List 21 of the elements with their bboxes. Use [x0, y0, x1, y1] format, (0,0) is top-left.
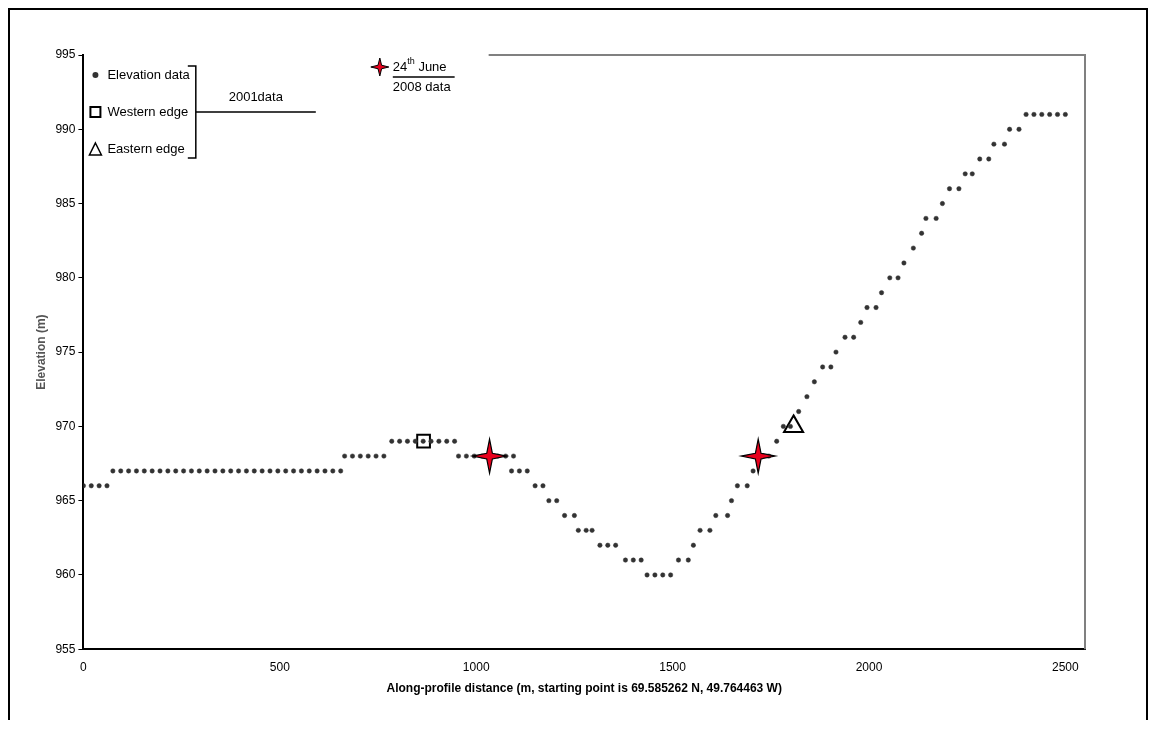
- y-tick-label: 965: [55, 492, 76, 507]
- x-tick-label: 1500: [659, 659, 687, 674]
- y-tick-label: 975: [55, 344, 76, 359]
- legend-label: Elevation data: [107, 66, 191, 82]
- y-tick-label: 990: [55, 121, 76, 136]
- y-tick-label: 995: [55, 47, 76, 62]
- legend-label: Western edge: [107, 103, 189, 119]
- x-axis-title: Along-profile distance (m, starting point is 69.585262 N, 49.764463 W): [386, 681, 782, 696]
- x-tick-label: 2500: [1052, 659, 1080, 674]
- x-tick-label: 2000: [855, 659, 883, 674]
- y-tick-label: 970: [55, 418, 76, 433]
- x-tick-label: 500: [269, 659, 291, 674]
- y-tick-label: 955: [55, 641, 76, 656]
- x-tick-label: 0: [80, 659, 88, 674]
- y-tick-label: 960: [55, 567, 76, 582]
- y-tick-label: 980: [55, 270, 76, 285]
- legend-label: Eastern edge: [107, 140, 185, 156]
- x-tick-label: 1000: [462, 659, 490, 674]
- y-axis-title: Elevation (m): [33, 314, 48, 390]
- legend-title: 2001data: [228, 89, 284, 105]
- y-tick-label: 985: [55, 195, 76, 210]
